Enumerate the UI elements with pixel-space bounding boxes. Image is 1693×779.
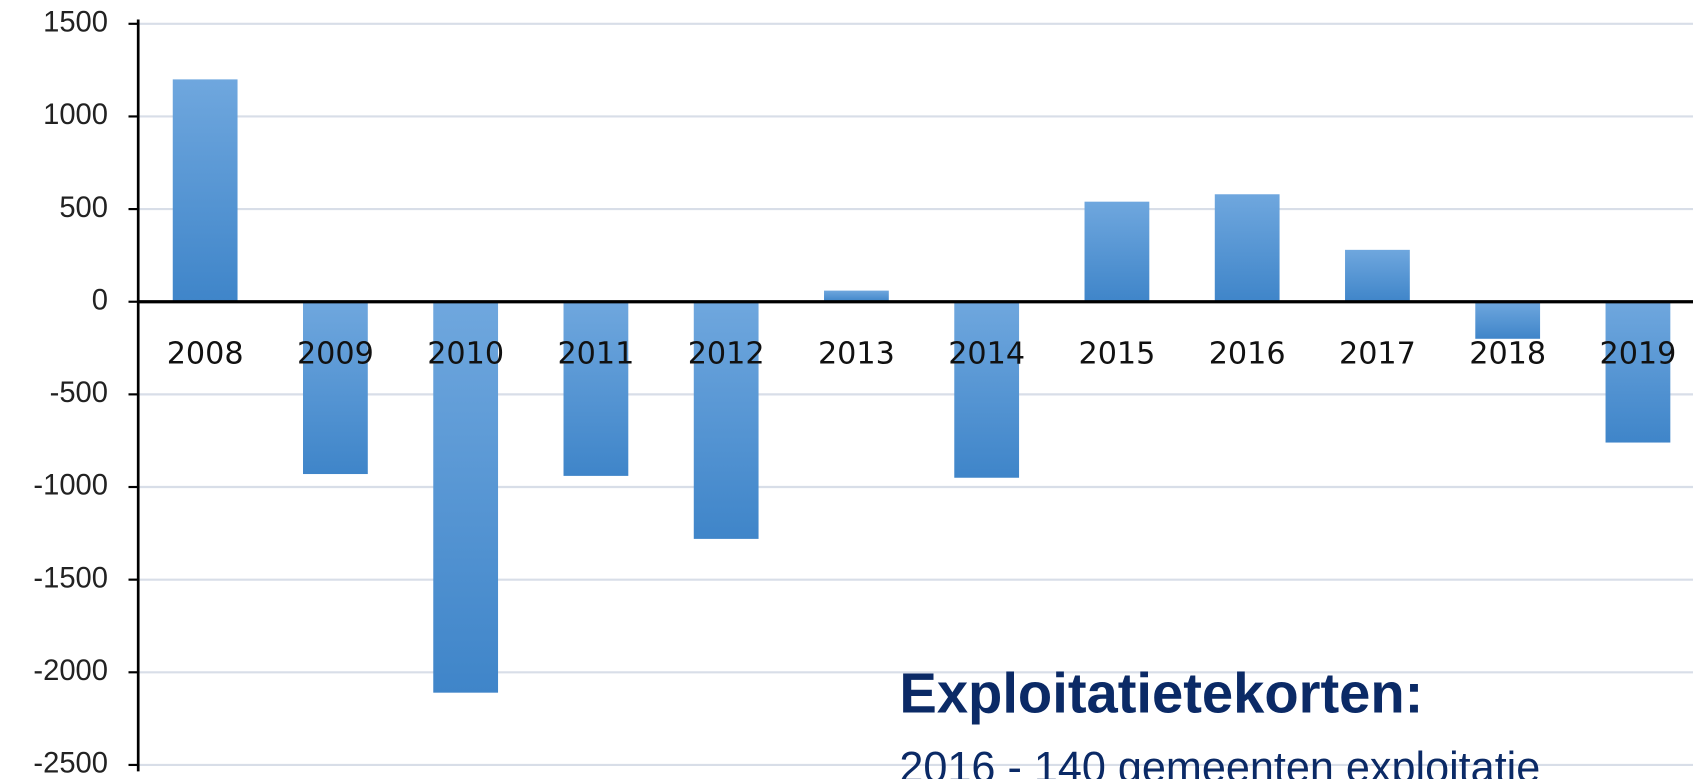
x-tick-label: 2010	[427, 336, 504, 371]
bar	[1214, 194, 1280, 302]
bar	[1475, 301, 1541, 339]
bar	[433, 301, 499, 693]
bar	[1084, 201, 1150, 302]
bar	[1605, 301, 1671, 443]
x-tick-label: 2013	[818, 336, 895, 371]
annotation-text: 2016 - 140 gemeenten exploitatie	[899, 744, 1540, 779]
annotation-title: Exploitatietekorten:	[899, 662, 1423, 725]
y-tick-label: -1500	[33, 562, 108, 594]
bar	[1345, 249, 1410, 302]
y-tick-label: -500	[50, 377, 108, 409]
bars	[172, 79, 1671, 693]
y-tick-label: -1000	[33, 470, 108, 502]
axes: -2500 -2000 -1500 -1000 -500 0 500 1000 1500 2008…	[33, 6, 1693, 779]
bar	[954, 301, 1020, 478]
y-tick-label: -2500	[33, 748, 108, 779]
x-tick-label: 2017	[1339, 336, 1416, 371]
y-tick-label: 1500	[43, 6, 108, 38]
x-tick-label: 2011	[557, 336, 634, 371]
y-tick-label: 1000	[43, 99, 108, 131]
x-tick-label: 2016	[1209, 336, 1286, 371]
x-tick-label: 2014	[948, 336, 1025, 371]
x-tick-label: 2012	[688, 336, 765, 371]
grid	[138, 22, 1693, 767]
bar	[563, 301, 629, 476]
x-tick-label: 2009	[297, 336, 374, 371]
y-tick-label: 0	[92, 284, 108, 316]
y-tick-label: -2000	[33, 655, 108, 687]
x-tick-label: 2015	[1078, 336, 1155, 371]
x-tick-label: 2008	[167, 336, 244, 371]
y-tick-label: 500	[59, 192, 108, 224]
x-tick-label: 2018	[1469, 336, 1546, 371]
bar	[824, 290, 889, 302]
x-tick-label: 2019	[1599, 336, 1676, 371]
bar	[172, 79, 238, 302]
bar	[303, 301, 368, 475]
bar	[693, 301, 759, 539]
